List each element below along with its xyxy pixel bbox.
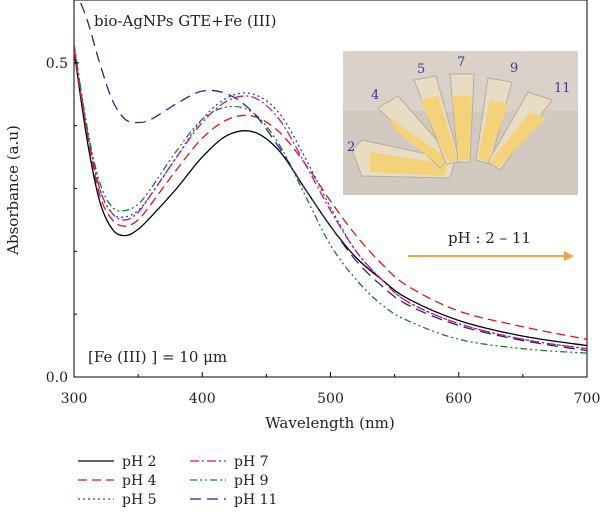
x-tick-label-300: 300 [61, 391, 88, 407]
y-axis-label: Absorbance (a.u) [4, 125, 22, 256]
y-axis-ticks: 0.0 0.5 [46, 56, 79, 386]
series-line-ph-4 [74, 50, 587, 340]
legend-label-ph-2: pH 2 [122, 454, 157, 470]
tube-9 [475, 77, 513, 165]
series-line-ph-9 [74, 43, 587, 354]
y-tick-label-0: 0.0 [46, 370, 68, 386]
tube-label-2: 2 [347, 140, 355, 155]
y-tick-label-0.5: 0.5 [46, 56, 68, 72]
legend-label-ph-7: pH 7 [234, 454, 269, 470]
legend-label-ph-9: pH 9 [234, 473, 269, 489]
tube-11 [487, 91, 553, 171]
tube-label-7: 7 [457, 55, 465, 70]
concentration-annotation: [Fe (III) ] = 10 μm [88, 348, 227, 366]
x-tick-label-700: 700 [574, 391, 600, 407]
legend-label-ph-11: pH 11 [234, 492, 277, 508]
legend-label-ph-4: pH 4 [122, 473, 157, 489]
x-tick-label-500: 500 [317, 391, 344, 407]
legend-label-ph-5: pH 5 [122, 492, 157, 508]
ph-range-annotation: pH : 2 – 11 [448, 229, 531, 247]
x-tick-label-600: 600 [445, 391, 472, 407]
legend: pH 2 pH 4 pH 5 pH 7 pH 9 pH 11 [78, 454, 277, 508]
tube-2 [351, 139, 456, 179]
tube-7 [449, 73, 475, 163]
x-axis-ticks: 300 400 500 600 700 [61, 372, 600, 407]
series-line-ph-11 [78, 0, 587, 352]
x-tick-label-400: 400 [189, 391, 216, 407]
tubes-photo: 2 4 5 7 9 11 [343, 51, 578, 195]
tube-label-11: 11 [554, 81, 571, 96]
tube-label-4: 4 [371, 88, 379, 103]
series-lines [74, 0, 587, 354]
tube-label-9: 9 [510, 61, 518, 76]
sample-annotation: bio-AgNPs GTE+Fe (III) [94, 12, 276, 30]
tube-label-5: 5 [417, 62, 425, 77]
x-axis-label: Wavelength (nm) [265, 414, 394, 432]
series-line-ph-7 [74, 43, 587, 350]
series-line-ph-2 [74, 50, 587, 347]
